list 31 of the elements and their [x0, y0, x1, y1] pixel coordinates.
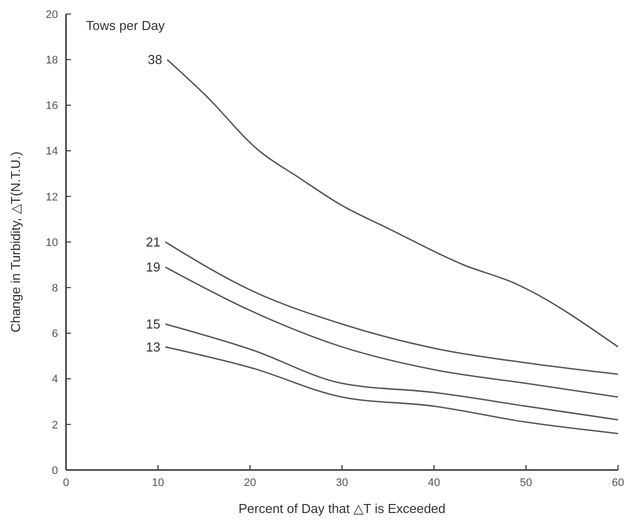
x-tick-label: 40 — [428, 477, 440, 489]
x-tick-label: 50 — [520, 477, 532, 489]
line-series — [166, 58, 619, 348]
x-tick-label: 10 — [152, 477, 164, 489]
y-tick-label: 16 — [46, 100, 58, 112]
y-tick-label: 14 — [46, 146, 58, 158]
series-label: 15 — [146, 316, 160, 332]
x-tick-label: 0 — [62, 477, 70, 489]
y-tick-label: 0 — [52, 464, 58, 477]
x-tick-label: 20 — [244, 477, 256, 489]
y-tick-label: 20 — [46, 8, 58, 21]
y-tick-label: 18 — [46, 54, 58, 66]
x-axis-title: Percent of Day that △T is Exceeded — [238, 501, 446, 516]
line-series — [164, 346, 619, 434]
y-tick-label: 10 — [46, 236, 58, 249]
x-tick-label: 30 — [336, 477, 348, 489]
y-tick-label: 12 — [46, 191, 58, 204]
series-label: 19 — [146, 260, 160, 275]
series-label: 13 — [146, 339, 160, 354]
legend-title: Tows per Day — [86, 18, 166, 33]
line-series — [164, 323, 619, 421]
y-tick-label: 8 — [52, 282, 58, 294]
series-label: 38 — [148, 52, 162, 68]
line-series — [164, 241, 619, 375]
y-tick-label: 6 — [52, 328, 58, 340]
line-series — [164, 266, 619, 398]
x-tick-label: 60 — [612, 477, 624, 489]
y-tick-label: 4 — [52, 374, 58, 386]
y-tick-label: 2 — [52, 419, 58, 432]
series-label: 21 — [146, 234, 160, 250]
y-axis-title: Change in Turbidity, △T(N.T.U.) — [8, 152, 23, 332]
